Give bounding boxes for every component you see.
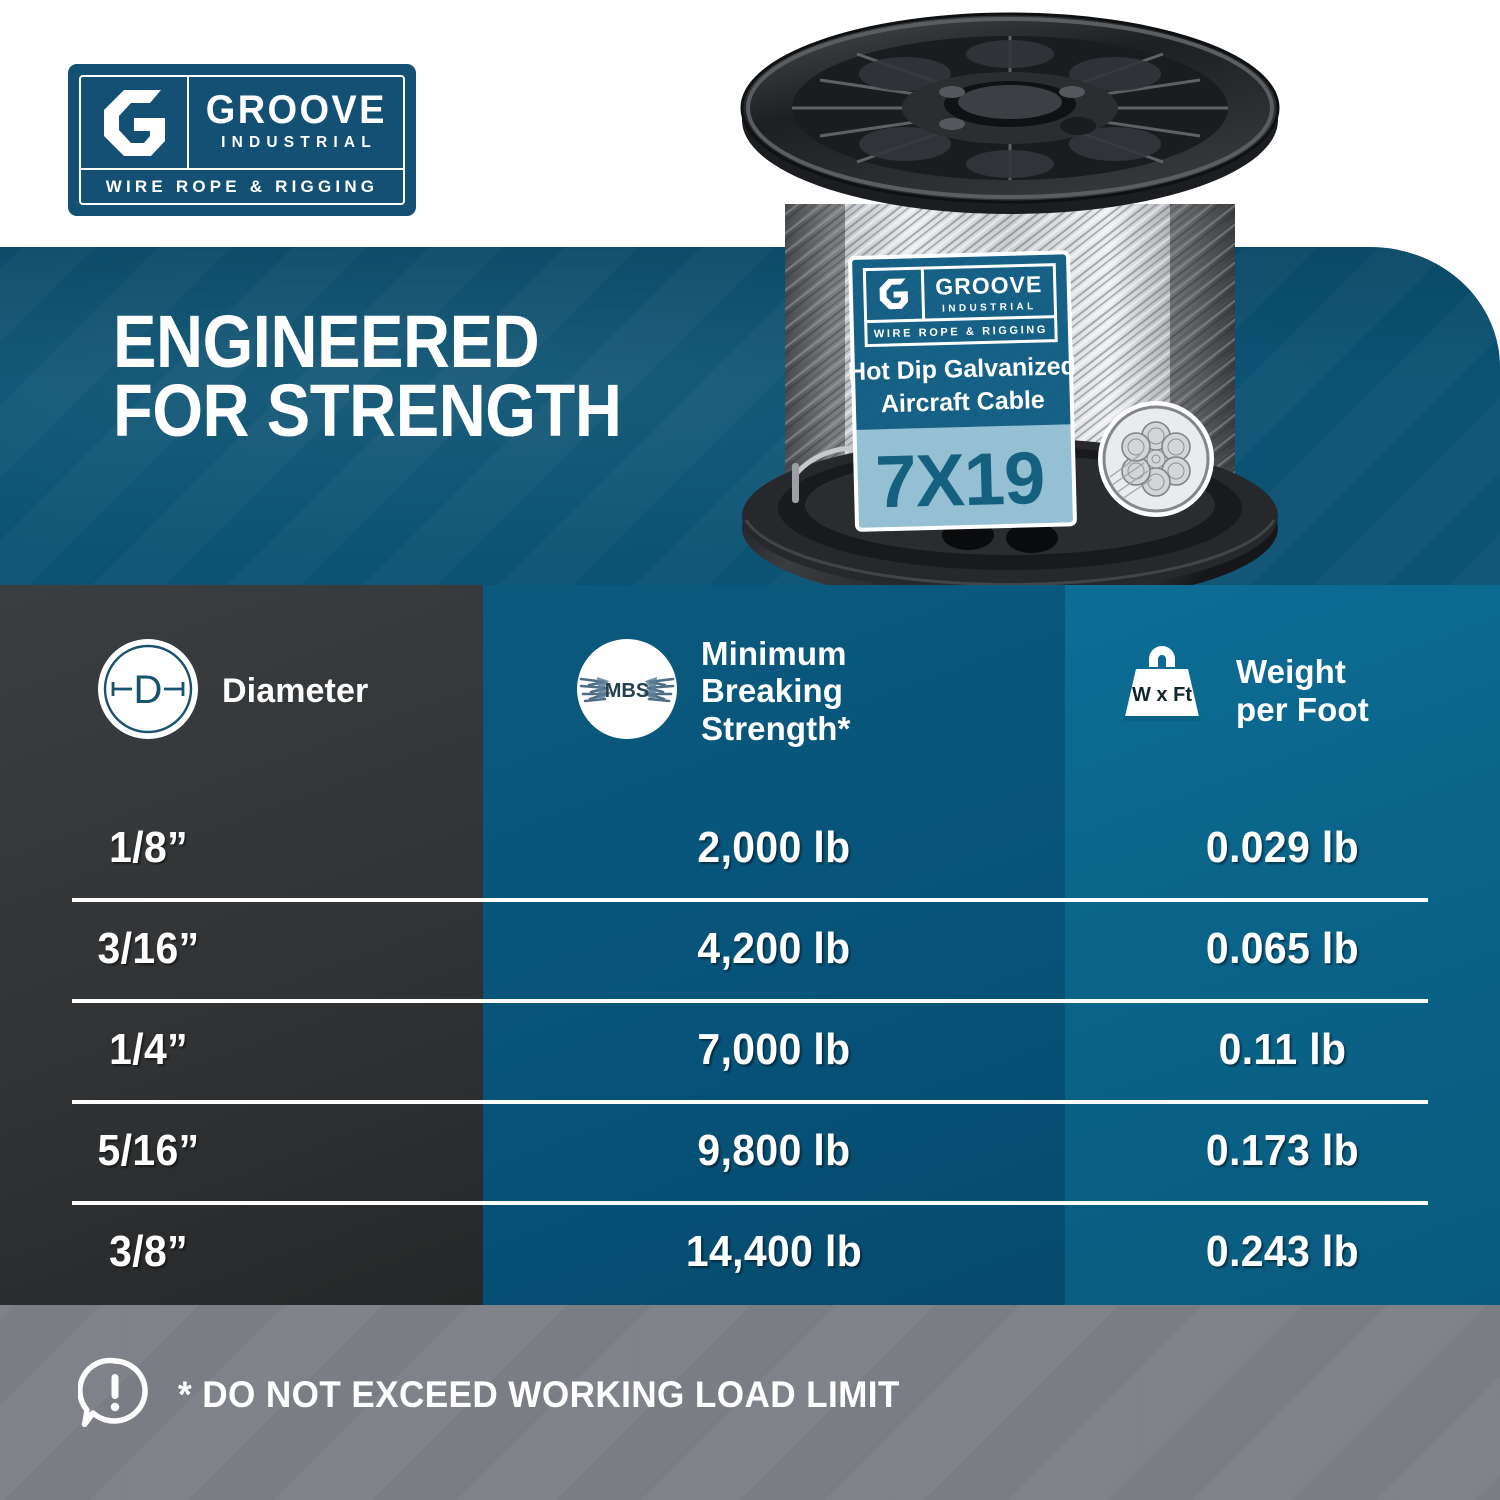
svg-text:GROOVE: GROOVE	[935, 271, 1043, 300]
logo-tagline-bar: WIRE ROPE & RIGGING	[81, 168, 403, 203]
table-header-mbs: MBS Minimum Breaking Strength*	[483, 585, 1065, 797]
table-row: 1/4” 7,000 lb 0.11 lb	[0, 999, 1500, 1100]
cell-mbs: 4,200 lb	[697, 923, 851, 973]
cell-mbs: 2,000 lb	[697, 822, 851, 872]
brand-logo: GROOVE INDUSTRIAL WIRE ROPE & RIGGING	[68, 64, 416, 216]
specifications-table: D Diameter	[0, 585, 1500, 1305]
table-header-weight-label: Weight per Foot	[1236, 653, 1369, 728]
svg-text:D: D	[134, 668, 163, 712]
cell-weight: 0.029 lb	[1205, 822, 1360, 872]
footer-warning: * DO NOT EXCEED WORKING LOAD LIMIT	[77, 1355, 938, 1434]
table-row: 3/8” 14,400 lb 0.243 lb	[0, 1201, 1500, 1302]
svg-text:W x Ft: W x Ft	[1132, 684, 1192, 706]
cell-mbs: 14,400 lb	[685, 1226, 863, 1276]
footer-warning-band: * DO NOT EXCEED WORKING LOAD LIMIT	[0, 1305, 1500, 1500]
svg-text:WIRE ROPE & RIGGING: WIRE ROPE & RIGGING	[874, 324, 1048, 341]
logo-tagline: WIRE ROPE & RIGGING	[105, 176, 379, 196]
svg-text:Hot Dip Galvanized: Hot Dip Galvanized	[848, 352, 1076, 386]
cell-diameter: 5/16”	[97, 1125, 200, 1175]
warning-exclamation-icon	[77, 1355, 152, 1434]
table-header-weight: W x Ft Weight per Foot	[1065, 585, 1500, 797]
wire-rope-spool-image: GROOVE INDUSTRIAL WIRE ROPE & RIGGING Ho…	[700, 8, 1320, 628]
table-row: 5/16” 9,800 lb 0.173 lb	[0, 1100, 1500, 1201]
cell-diameter: 1/8”	[109, 822, 188, 872]
diameter-icon: D	[96, 637, 200, 746]
table-header-diameter-label: Diameter	[222, 671, 369, 710]
logo-top-section: GROOVE INDUSTRIAL	[81, 77, 403, 168]
table-header-diameter: D Diameter	[0, 585, 483, 797]
cell-diameter: 3/16”	[97, 923, 200, 973]
cell-diameter: 3/8”	[109, 1226, 188, 1276]
svg-text:MBS: MBS	[605, 680, 649, 702]
footer-warning-text: * DO NOT EXCEED WORKING LOAD LIMIT	[178, 1373, 900, 1415]
cable-cross-section-icon	[1098, 401, 1214, 517]
table-row: 1/8” 2,000 lb 0.029 lb	[0, 797, 1500, 898]
cell-mbs: 9,800 lb	[697, 1125, 851, 1175]
footer-diagonal-stripes	[0, 1305, 1500, 1500]
cell-diameter: 1/4”	[109, 1024, 188, 1074]
cell-weight: 0.065 lb	[1205, 923, 1360, 973]
table-body: 1/8” 2,000 lb 0.029 lb 3/16” 4,200 lb 0.…	[0, 797, 1500, 1302]
svg-text:INDUSTRIAL: INDUSTRIAL	[942, 301, 1037, 314]
logo-wordmark: GROOVE INDUSTRIAL	[189, 77, 403, 168]
logo-frame: GROOVE INDUSTRIAL WIRE ROPE & RIGGING	[79, 75, 405, 205]
table-header-mbs-label: Minimum Breaking Strength*	[701, 634, 851, 747]
logo-brand-sub: INDUSTRIAL	[221, 134, 377, 151]
table-header-row: D Diameter	[0, 585, 1500, 797]
cell-mbs: 7,000 lb	[697, 1024, 851, 1074]
hero-banner	[0, 247, 1500, 590]
svg-text:Aircraft Cable: Aircraft Cable	[880, 386, 1045, 418]
page-headline: ENGINEERED FOR STRENGTH	[113, 300, 622, 452]
table-row: 3/16” 4,200 lb 0.065 lb	[0, 898, 1500, 999]
cell-weight: 0.11 lb	[1218, 1024, 1347, 1074]
mbs-icon: MBS	[575, 637, 679, 746]
weight-icon: W x Ft	[1110, 637, 1214, 746]
diameter-column-background	[0, 585, 483, 1305]
cell-weight: 0.173 lb	[1205, 1125, 1360, 1175]
cell-weight: 0.243 lb	[1205, 1226, 1360, 1276]
groove-g-icon	[81, 77, 189, 168]
svg-text:7X19: 7X19	[874, 436, 1045, 523]
logo-brand-name: GROOVE	[205, 88, 387, 132]
